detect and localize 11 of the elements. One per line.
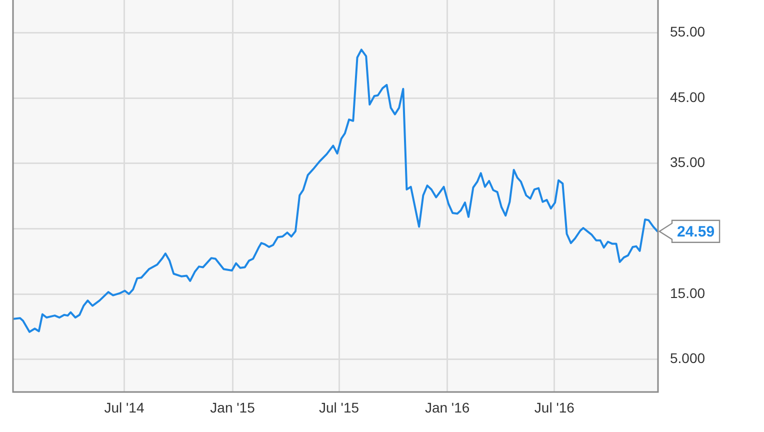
y-tick-label: 35.00: [670, 154, 706, 170]
x-tick-label: Jul '16: [534, 399, 575, 416]
x-tick-label: Jan '16: [424, 399, 470, 416]
annotation: 24.59: [677, 223, 715, 240]
y-tick-label: 5.000: [670, 350, 706, 366]
y-tick-label: 15.00: [670, 284, 706, 301]
y-tick-label: 55.00: [670, 24, 706, 40]
y-tick-label: 45.00: [670, 88, 706, 105]
x-tick-label: Jan '15: [210, 399, 256, 416]
x-tick-label: Jul '14: [104, 399, 144, 416]
x-tick-label: Jul '15: [319, 399, 360, 416]
